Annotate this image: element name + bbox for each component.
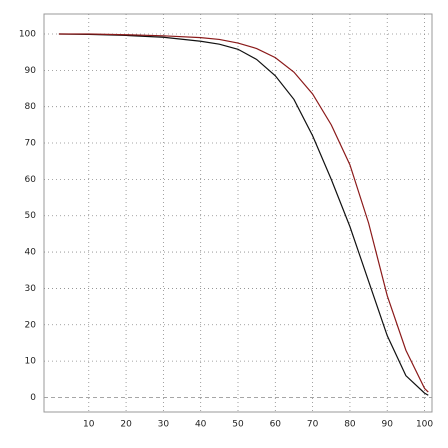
x-tick-label: 40 — [195, 420, 207, 430]
x-tick-label: 70 — [307, 420, 319, 430]
y-tick-label: 10 — [25, 357, 37, 367]
y-tick-label: 40 — [25, 248, 37, 258]
x-tick-label: 90 — [382, 420, 394, 430]
line-series — [58, 33, 429, 393]
y-tick-label: 60 — [25, 175, 37, 185]
x-tick-label: 60 — [270, 420, 282, 430]
x-tick-label: 10 — [83, 420, 95, 430]
line-series — [58, 33, 429, 396]
y-tick-label: 90 — [25, 66, 37, 76]
y-tick-label: 20 — [25, 320, 37, 330]
x-tick-label: 30 — [158, 420, 170, 430]
y-tick-label: 50 — [25, 211, 37, 221]
x-tick-label: 100 — [416, 420, 433, 430]
y-tick-label: 100 — [19, 29, 36, 39]
x-tick-label: 80 — [344, 420, 356, 430]
y-tick-label: 30 — [25, 284, 37, 294]
y-tick-label: 70 — [25, 139, 37, 149]
y-tick-label: 0 — [30, 393, 36, 403]
x-tick-label: 20 — [120, 420, 132, 430]
plot-frame — [43, 13, 433, 413]
x-tick-label: 50 — [232, 420, 244, 430]
y-tick-label: 80 — [25, 102, 37, 112]
